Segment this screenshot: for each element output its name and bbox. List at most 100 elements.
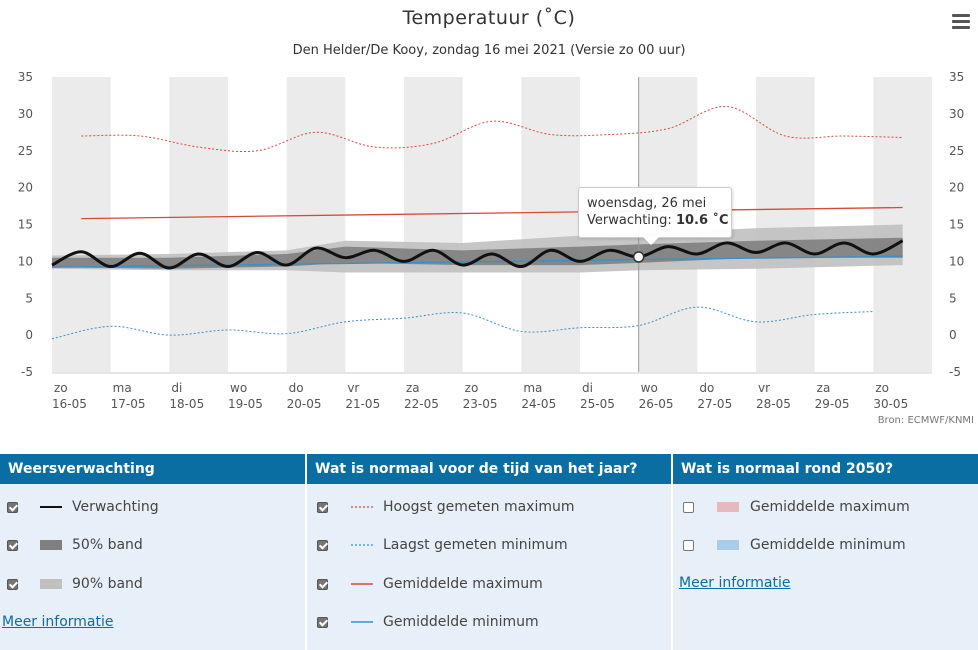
- chart-area: Temperatuur (˚C) Den Helder/De Kooy, zon…: [18, 7, 974, 426]
- source-credit: Bron: ECMWF/KNMI: [877, 415, 974, 426]
- x-tick-date: 23-05: [463, 397, 498, 411]
- more-info-link-forecast[interactable]: Meer informatie: [2, 614, 114, 630]
- y-tick-label-left: 15: [18, 218, 33, 232]
- min-record-line: [51, 306, 874, 340]
- x-tick-day: wo: [641, 381, 658, 395]
- checkbox-band90[interactable]: [7, 579, 18, 590]
- hover-marker: [632, 251, 645, 263]
- x-tick-day: do: [289, 381, 304, 395]
- checkbox-max-record[interactable]: [317, 502, 328, 513]
- x-tick-day: ma: [523, 381, 542, 395]
- legend-label-avg-max: Gemiddelde maximum: [383, 576, 543, 592]
- avg-min-line: [51, 255, 903, 268]
- legend-item-band90[interactable]: 90% band: [0, 575, 305, 595]
- x-tick-date: 29-05: [815, 397, 850, 411]
- legend-item-avg-max[interactable]: Gemiddelde maximum: [307, 575, 671, 595]
- y-tick-label-right: -5: [949, 365, 961, 379]
- legend-normal-column: Wat is normaal voor de tijd van het jaar…: [307, 454, 671, 650]
- x-tick-date: 26-05: [639, 397, 674, 411]
- y-tick-label-left: 25: [18, 144, 33, 158]
- checkbox-min-record[interactable]: [317, 540, 328, 551]
- forecast-line-swatch: [40, 506, 62, 508]
- legend-2050-column: Wat is normaal rond 2050? Gemiddelde max…: [673, 454, 978, 650]
- x-tick-day: zo: [875, 381, 889, 395]
- checkbox-2050-min[interactable]: [683, 540, 694, 551]
- y-tick-label-left: 0: [25, 328, 33, 342]
- checkbox-avg-max[interactable]: [317, 579, 328, 590]
- legend-label-avg-min: Gemiddelde minimum: [383, 614, 539, 630]
- y-tick-label-right: 35: [949, 70, 964, 84]
- checkbox-2050-max[interactable]: [683, 502, 694, 513]
- day-stripe: [756, 77, 815, 372]
- band50-swatch: [40, 540, 62, 550]
- day-stripe: [404, 77, 463, 372]
- x-tick-day: wo: [230, 381, 247, 395]
- x-tick-date: 20-05: [287, 397, 322, 411]
- max-record-line-swatch: [351, 506, 373, 508]
- chart-subtitle: Den Helder/De Kooy, zondag 16 mei 2021 (…: [292, 43, 686, 58]
- x-tick-date: 19-05: [228, 397, 263, 411]
- legend-item-avg-min[interactable]: Gemiddelde minimum: [307, 613, 671, 633]
- hamburger-menu-icon[interactable]: [952, 14, 970, 30]
- x-tick-day: za: [406, 381, 420, 395]
- legend-item-min-record[interactable]: Laagst gemeten minimum: [307, 536, 671, 556]
- y-tick-label-right: 0: [949, 328, 957, 342]
- min-2050-swatch: [717, 540, 739, 550]
- more-info-link-2050[interactable]: Meer informatie: [679, 575, 791, 591]
- legend-item-2050-min[interactable]: Gemiddelde minimum: [673, 536, 978, 556]
- forecast-line: [51, 239, 904, 270]
- tooltip-value: 10.6 ˚C: [675, 213, 729, 228]
- legend-panel: Weersverwachting Verwachting 50% band 90…: [0, 454, 978, 650]
- band50-area: [52, 237, 903, 269]
- x-tick-day: do: [699, 381, 714, 395]
- checkbox-band50[interactable]: [7, 540, 18, 551]
- x-tick-date: 24-05: [521, 397, 556, 411]
- x-tick-date: 17-05: [111, 397, 146, 411]
- tooltip-pointer: [643, 237, 659, 245]
- x-tick-date: 25-05: [580, 397, 615, 411]
- y-tick-label-left: 30: [18, 107, 33, 121]
- avg-min-line-swatch: [351, 621, 373, 623]
- tooltip-label: Verwachting:: [587, 213, 672, 228]
- y-tick-label-right: 15: [949, 218, 964, 232]
- legend-item-forecast[interactable]: Verwachting: [0, 498, 305, 518]
- x-tick-date: 22-05: [404, 397, 439, 411]
- x-tick-date: 21-05: [345, 397, 380, 411]
- day-stripe: [286, 77, 346, 372]
- checkbox-forecast[interactable]: [7, 502, 18, 513]
- x-tick-date: 28-05: [756, 397, 791, 411]
- checkbox-avg-min[interactable]: [317, 617, 328, 628]
- legend-2050-header: Wat is normaal rond 2050?: [673, 454, 978, 484]
- avg-max-line: [81, 206, 903, 220]
- y-tick-label-right: 5: [949, 291, 957, 305]
- day-stripe: [169, 77, 228, 372]
- legend-label-2050-max: Gemiddelde maximum: [750, 499, 910, 515]
- x-tick-day: di: [582, 381, 593, 395]
- max-record-line: [81, 105, 903, 153]
- x-tick-day: ma: [113, 381, 132, 395]
- avg-max-line-swatch: [351, 583, 373, 585]
- y-tick-label-right: 20: [949, 181, 964, 195]
- temperature-plot: 35 35 30 30 25 25 20 20 15 15 10 10 5 5 0 0 -5 -5 zo 16-05 m…: [18, 70, 965, 411]
- legend-label-band50: 50% band: [72, 537, 143, 553]
- x-tick-day: zo: [465, 381, 479, 395]
- x-tick-date: 16-05: [52, 397, 87, 411]
- y-tick-label-right: 30: [949, 107, 964, 121]
- y-tick-label-left: 35: [18, 70, 33, 84]
- legend-forecast-header: Weersverwachting: [0, 454, 305, 484]
- x-tick-date: 30-05: [873, 397, 908, 411]
- legend-label-2050-min: Gemiddelde minimum: [750, 537, 906, 553]
- tooltip-value-row: Verwachting: 10.6 ˚C: [587, 212, 731, 229]
- y-tick-label-left: 20: [18, 181, 33, 195]
- legend-item-band50[interactable]: 50% band: [0, 536, 305, 556]
- x-tick-date: 18-05: [169, 397, 204, 411]
- chart-title: Temperatuur (˚C): [402, 7, 576, 29]
- tooltip-date: woensdag, 26 mei: [587, 196, 707, 211]
- x-tick-day: vr: [347, 381, 359, 395]
- legend-forecast-column: Weersverwachting Verwachting 50% band 90…: [0, 454, 305, 650]
- x-tick-date: 27-05: [697, 397, 732, 411]
- y-tick-label-right: 25: [949, 144, 964, 158]
- legend-item-max-record[interactable]: Hoogst gemeten maximum: [307, 498, 671, 518]
- legend-label-forecast: Verwachting: [72, 499, 159, 515]
- legend-item-2050-max[interactable]: Gemiddelde maximum: [673, 498, 978, 518]
